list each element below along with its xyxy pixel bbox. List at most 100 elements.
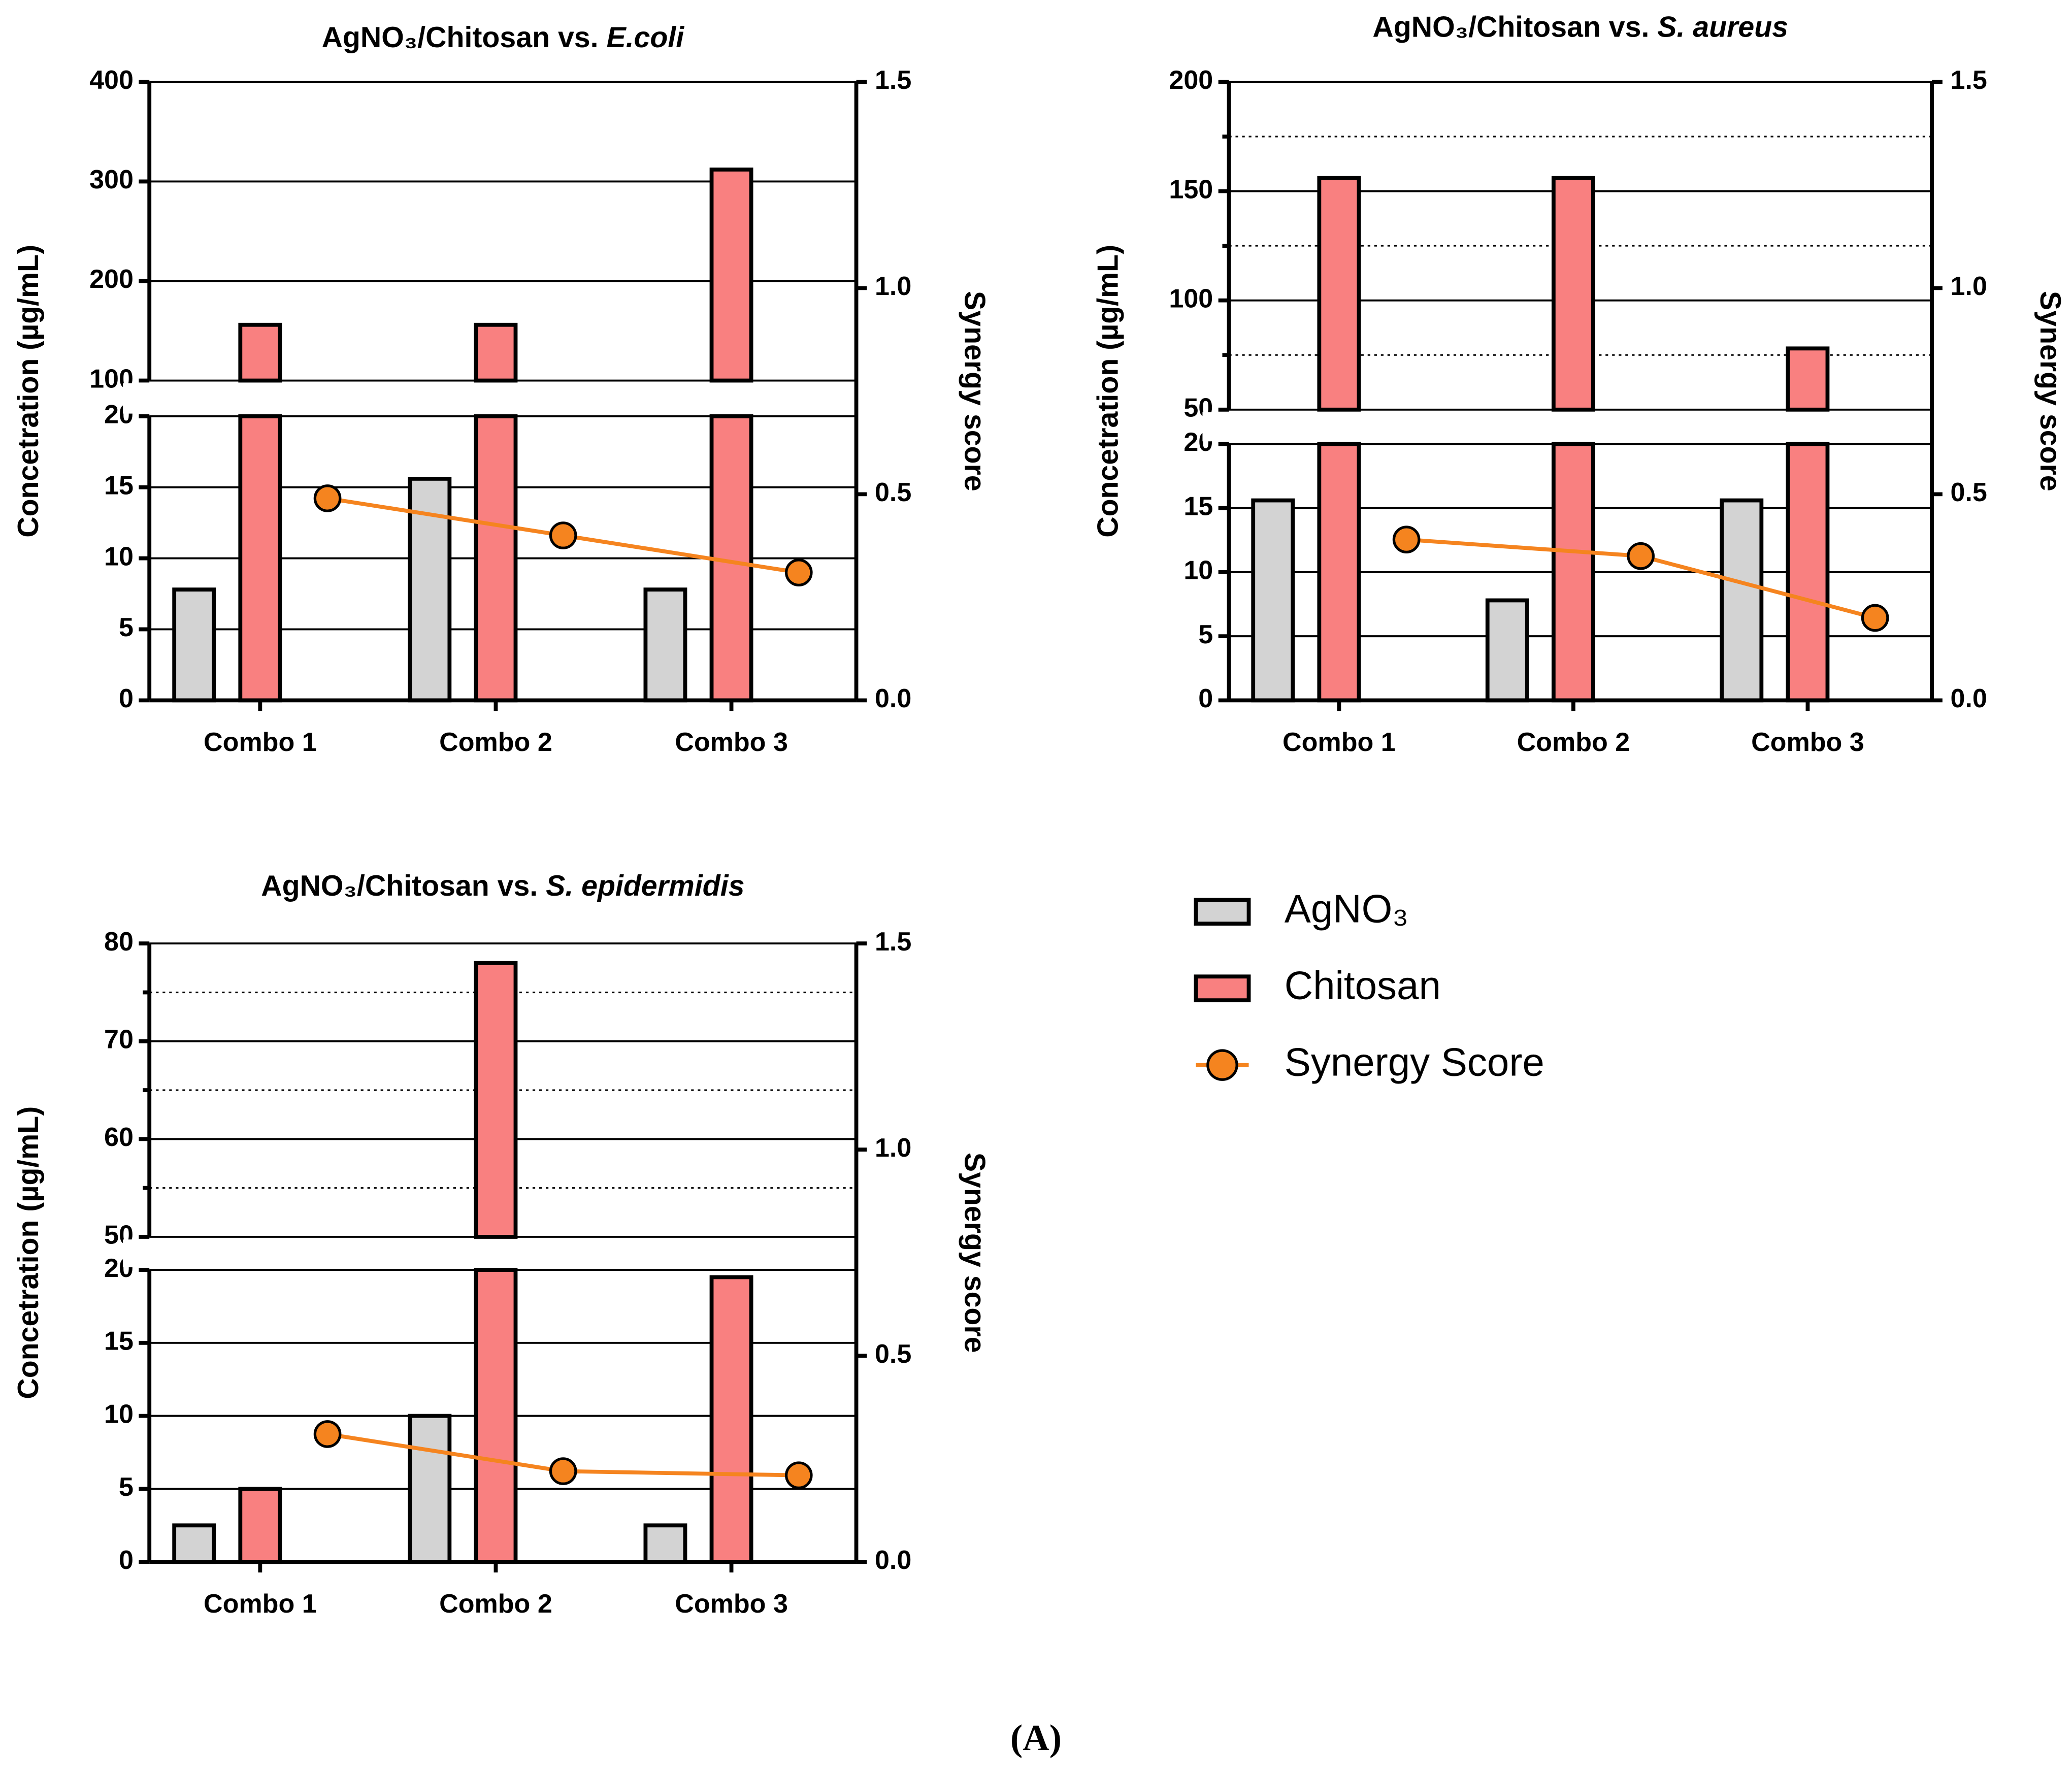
- bar-upper: [709, 167, 753, 383]
- bar: [238, 414, 282, 703]
- bar-upper: [474, 961, 518, 1239]
- y-tick-label: 0: [119, 684, 134, 713]
- legend-swatch: [1194, 898, 1251, 926]
- title-part: S. epidermidis: [546, 870, 744, 902]
- x-tick-label: Combo 2: [1517, 728, 1630, 757]
- y-tick-label: 200: [89, 265, 134, 294]
- bar: [1786, 442, 1830, 703]
- y2-tick-label: 0.0: [875, 684, 911, 713]
- y-tick-label: 0: [119, 1546, 134, 1575]
- y-tick-label: 80: [104, 927, 134, 957]
- x-tick-label: Combo 3: [1751, 728, 1864, 757]
- x-tick-label: Combo 3: [675, 728, 788, 757]
- x-tick-label: Combo 3: [675, 1589, 788, 1619]
- bar-upper: [474, 322, 518, 383]
- y-tick-label: 5: [119, 613, 134, 642]
- y-tick-label: 60: [104, 1123, 134, 1152]
- y-tick-label: 10: [1183, 556, 1213, 585]
- y-tick-label: 70: [104, 1025, 134, 1055]
- y-tick-label: 0: [1198, 684, 1213, 713]
- axis-break: [123, 1239, 857, 1267]
- y-tick-label: 100: [1169, 284, 1213, 313]
- chart-title: AgNO₃/Chitosan vs. E.coli: [322, 21, 685, 54]
- point: [784, 559, 813, 586]
- y2-tick-label: 0.5: [875, 1339, 911, 1369]
- bar: [709, 1275, 753, 1564]
- y2-axis-title: Synergy score: [958, 1153, 991, 1353]
- title-part: AgNO₃/Chitosan vs.: [261, 870, 546, 902]
- bar: [408, 1414, 452, 1564]
- bar: [1485, 598, 1529, 703]
- y-tick-label: 400: [89, 65, 134, 95]
- y-axis-title: Concetration (µg/mL): [1092, 245, 1124, 538]
- y-tick-label: 15: [104, 1327, 134, 1356]
- x-tick-label: Combo 2: [439, 728, 552, 757]
- y-tick-label: 5: [119, 1472, 134, 1502]
- title-part: AgNO₃/Chitosan vs.: [322, 21, 607, 54]
- bar: [474, 1268, 518, 1564]
- bar: [1317, 442, 1361, 703]
- y2-tick-label: 0.0: [1950, 684, 1987, 713]
- chart-title: AgNO₃/Chitosan vs. S. epidermidis: [261, 870, 744, 902]
- y-tick-label: 10: [104, 542, 134, 571]
- bar-upper: [1551, 176, 1595, 412]
- bar: [1551, 442, 1595, 703]
- point: [784, 1461, 813, 1490]
- y-tick-label: 10: [104, 1399, 134, 1429]
- y-tick-label: 15: [104, 471, 134, 500]
- point: [1861, 604, 1889, 632]
- y2-tick-label: 1.0: [1950, 272, 1987, 301]
- point: [549, 1457, 577, 1485]
- legend-label: Chitosan: [1285, 963, 1441, 1007]
- bar: [1720, 498, 1764, 703]
- legend-label: AgNO₃: [1285, 886, 1408, 931]
- y2-tick-label: 0.5: [1950, 478, 1987, 507]
- bar-upper: [238, 322, 282, 383]
- y2-tick-label: 1.0: [875, 272, 911, 301]
- y2-axis-title: Synergy score: [2034, 291, 2066, 491]
- x-tick-label: Combo 1: [1282, 728, 1396, 757]
- legend-label: Synergy Score: [1285, 1039, 1544, 1084]
- axis-break: [1202, 412, 1932, 442]
- bar: [1251, 498, 1295, 703]
- point: [1627, 542, 1655, 570]
- y2-axis-title: Synergy score: [958, 291, 991, 491]
- y2-tick-label: 0.5: [875, 478, 911, 507]
- bar-upper: [1786, 346, 1830, 412]
- point: [313, 1420, 342, 1448]
- y-axis-title: Concetration (µg/mL): [12, 1106, 45, 1399]
- y-tick-label: 200: [1169, 65, 1213, 95]
- bar: [643, 587, 687, 703]
- bar-upper: [1317, 176, 1361, 412]
- y-tick-label: 150: [1169, 175, 1213, 204]
- bar: [474, 414, 518, 703]
- y2-tick-label: 1.0: [875, 1133, 911, 1163]
- x-tick-label: Combo 1: [204, 1589, 317, 1619]
- axis-break: [123, 383, 857, 414]
- bar: [643, 1523, 687, 1564]
- bar: [172, 587, 216, 703]
- y-axis-title: Concetration (µg/mL): [12, 245, 45, 538]
- point: [1392, 526, 1421, 553]
- y2-tick-label: 1.5: [875, 65, 911, 95]
- y-tick-label: 15: [1183, 491, 1213, 521]
- x-tick-label: Combo 1: [204, 728, 317, 757]
- x-tick-label: Combo 2: [439, 1589, 552, 1619]
- y-tick-label: 5: [1198, 620, 1213, 649]
- legend-swatch: [1194, 974, 1251, 1003]
- bar: [238, 1487, 282, 1564]
- point: [313, 484, 342, 512]
- point: [549, 521, 577, 549]
- title-part: E.coli: [606, 21, 684, 54]
- bar: [172, 1523, 216, 1564]
- legend-marker: [1206, 1049, 1238, 1081]
- y2-tick-label: 1.5: [875, 927, 911, 957]
- caption: (A): [1010, 1717, 1062, 1758]
- y2-tick-label: 0.0: [875, 1546, 911, 1575]
- y-tick-label: 300: [89, 165, 134, 194]
- title-part: S. aureus: [1657, 11, 1788, 43]
- y2-tick-label: 1.5: [1950, 65, 1987, 95]
- title-part: AgNO₃/Chitosan vs.: [1372, 11, 1657, 43]
